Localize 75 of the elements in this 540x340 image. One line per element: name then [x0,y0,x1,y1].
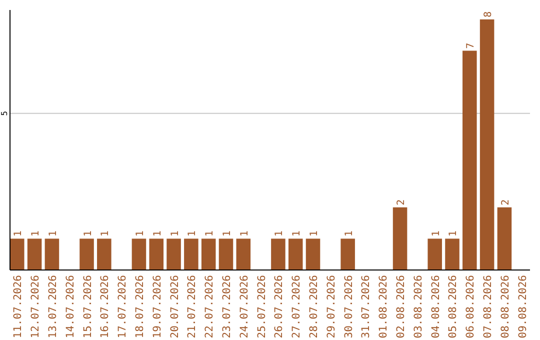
x-tick-label: 03.08.2026 [412,275,424,338]
x-tick-label: 11.07.2026 [12,275,24,338]
x-tick-label: 29.07.2026 [325,275,338,338]
bar [236,238,251,270]
data-label: 8 [483,11,494,18]
bar [149,238,164,270]
x-tick-label: 24.07.2026 [238,275,250,338]
data-label: 1 [274,230,286,237]
data-label: 1 [204,230,216,237]
x-tick-label: 05.08.2026 [447,275,460,338]
data-label: 1 [448,230,460,237]
data-label: 1 [100,230,112,237]
bar [218,238,234,270]
x-tick-label: 21.07.2026 [186,275,198,338]
x-tick-label: 19.07.2026 [151,275,164,338]
data-label: 1 [222,230,233,237]
data-label: 1 [134,230,146,237]
bar [480,19,494,270]
data-label: 2 [396,199,408,206]
bar [97,238,112,270]
x-tick-label: 02.08.2026 [395,275,408,338]
bar [392,207,408,270]
y-tick-label: 5 [0,110,9,116]
bar [132,238,146,270]
x-tick-label: 14.07.2026 [64,275,76,338]
data-label: 1 [187,230,198,237]
x-tick-label: 12.07.2026 [30,275,42,338]
x-tick-label: 01.08.2026 [378,275,390,338]
data-label: 2 [500,199,512,206]
x-tick-label: 22.07.2026 [204,275,216,338]
data-label: 1 [292,230,303,237]
bar [166,238,181,270]
data-label: 1 [82,230,94,237]
x-tick-label: 06.08.2026 [464,275,477,338]
x-tick-label: 30.07.2026 [342,275,355,338]
bar [428,238,442,270]
x-tick-label: 16.07.2026 [99,275,112,338]
data-label: 1 [170,230,181,237]
x-tick-label: 23.07.2026 [220,275,233,338]
data-label: 1 [309,230,320,237]
bar [306,238,320,270]
bar [497,207,512,270]
bar [10,238,24,270]
bar [201,238,216,270]
bar [271,238,286,270]
bar [340,238,355,270]
x-tick-label: 15.07.2026 [82,275,94,338]
data-label: 7 [466,42,477,49]
x-tick-label: 28.07.2026 [308,275,320,338]
data-label: 1 [430,230,442,237]
x-tick-label: 26.07.2026 [273,275,286,338]
x-tick-label: 04.08.2026 [430,275,442,338]
bar [445,238,460,270]
bar [44,238,60,270]
x-tick-label: 31.07.2026 [360,275,372,338]
data-label: 1 [13,230,24,237]
bar [288,238,303,270]
x-tick-label: 25.07.2026 [256,275,268,338]
x-tick-label: 07.08.2026 [482,275,494,338]
data-label: 1 [30,230,42,237]
x-tick-label: 09.08.2026 [516,275,529,338]
bar [184,238,198,270]
x-tick-label: 27.07.2026 [290,275,303,338]
x-tick-label: 08.08.2026 [499,275,512,338]
bar [80,238,94,270]
x-tick-label: 20.07.2026 [168,275,181,338]
x-tick-label: 18.07.2026 [134,275,146,338]
bar [27,238,42,270]
data-label: 1 [344,230,355,237]
x-tick-label: 17.07.2026 [116,275,129,338]
data-label: 1 [48,230,59,237]
x-tick-label: 13.07.2026 [46,275,59,338]
data-label: 1 [152,230,164,237]
bar [462,50,477,270]
data-label: 1 [239,230,250,237]
